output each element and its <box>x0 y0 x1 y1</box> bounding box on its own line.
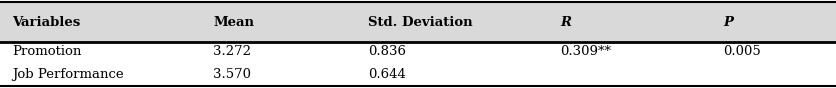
Text: 3.570: 3.570 <box>213 68 251 81</box>
Text: Job Performance: Job Performance <box>13 68 125 81</box>
Text: Promotion: Promotion <box>13 45 82 58</box>
Text: Mean: Mean <box>213 15 254 29</box>
Bar <box>0 2 836 42</box>
Text: Std. Deviation: Std. Deviation <box>368 15 472 29</box>
Text: 0.836: 0.836 <box>368 45 405 58</box>
Text: R: R <box>560 15 571 29</box>
Text: 0.309**: 0.309** <box>560 45 611 58</box>
Text: 3.272: 3.272 <box>213 45 251 58</box>
Text: Variables: Variables <box>13 15 81 29</box>
Text: 0.644: 0.644 <box>368 68 405 81</box>
Text: P: P <box>723 15 733 29</box>
Text: 0.005: 0.005 <box>723 45 761 58</box>
